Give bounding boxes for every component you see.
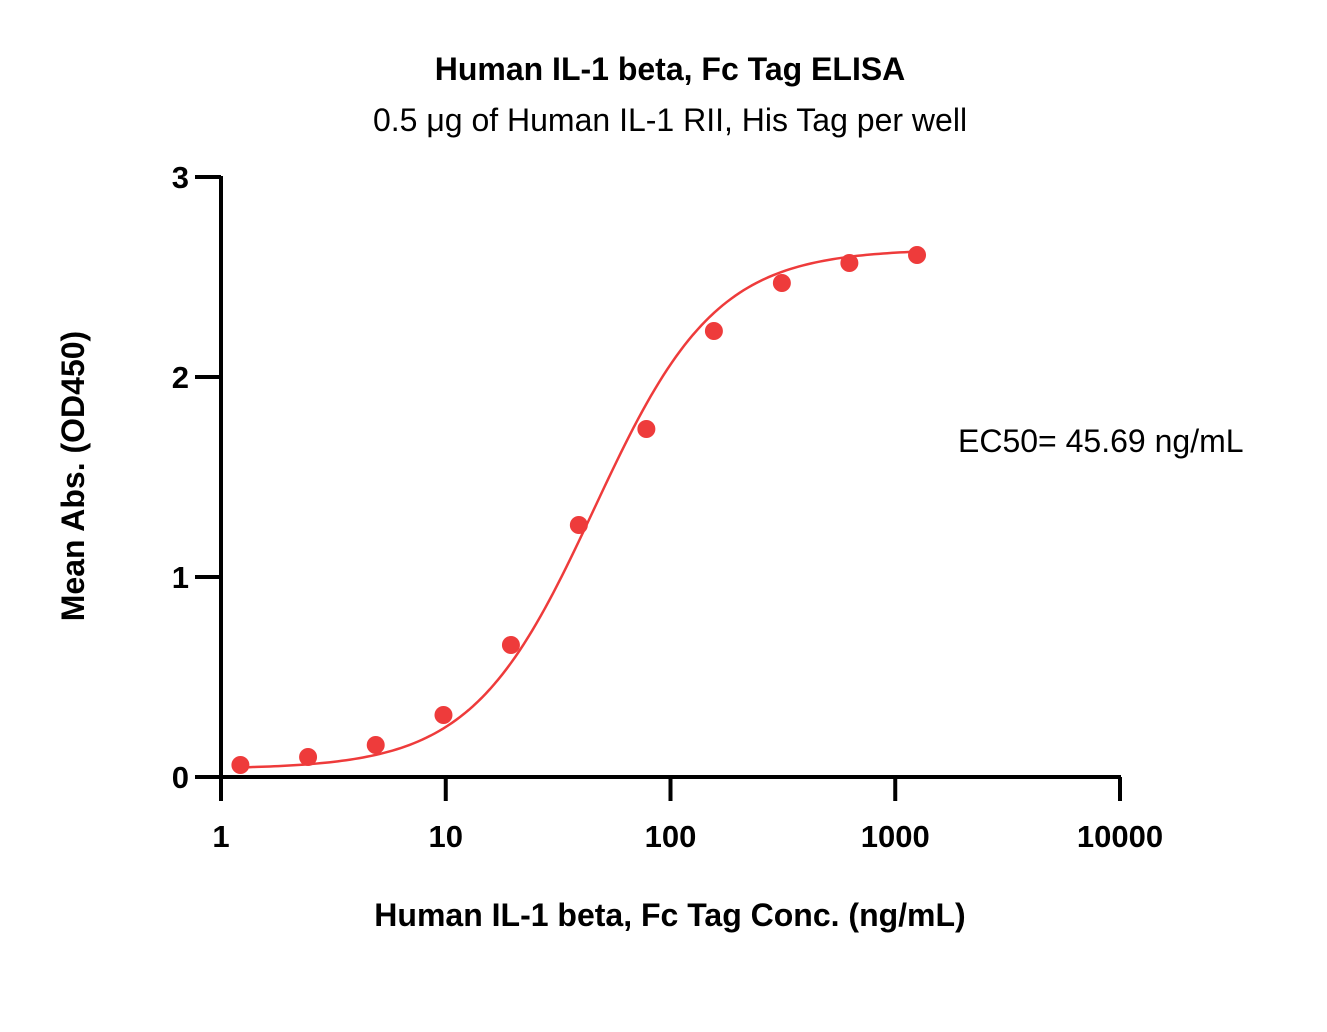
x-tick-label: 1000 — [861, 819, 930, 854]
data-point — [704, 322, 723, 340]
data-point — [637, 420, 656, 438]
data-points — [231, 246, 927, 774]
x-tick-label: 1 — [212, 819, 229, 854]
data-point — [772, 274, 791, 292]
chart-title: Human IL-1 beta, Fc Tag ELISA — [435, 51, 906, 87]
data-point — [908, 246, 927, 264]
data-point — [231, 756, 250, 774]
data-point — [299, 748, 318, 766]
x-tick-label: 10000 — [1077, 819, 1163, 854]
y-axis-label: Mean Abs. (OD450) — [55, 331, 91, 621]
data-point — [434, 706, 453, 724]
y-tick-label: 1 — [172, 560, 189, 595]
data-point — [501, 636, 520, 654]
fit-curve — [240, 250, 918, 769]
y-tick-label: 0 — [172, 760, 189, 795]
data-point — [840, 254, 859, 272]
chart-subtitle: 0.5 μg of Human IL-1 RII, His Tag per we… — [373, 102, 967, 138]
data-point — [366, 736, 385, 754]
axes — [219, 176, 1121, 779]
x-axis-label: Human IL-1 beta, Fc Tag Conc. (ng/mL) — [374, 897, 965, 933]
y-tick-label: 3 — [172, 160, 189, 195]
ec50-annotation: EC50= 45.69 ng/mL — [958, 423, 1244, 459]
y-tick-label: 2 — [172, 360, 189, 395]
data-point — [569, 516, 588, 534]
x-tick-label: 100 — [645, 819, 697, 854]
x-tick-label: 10 — [429, 819, 463, 854]
